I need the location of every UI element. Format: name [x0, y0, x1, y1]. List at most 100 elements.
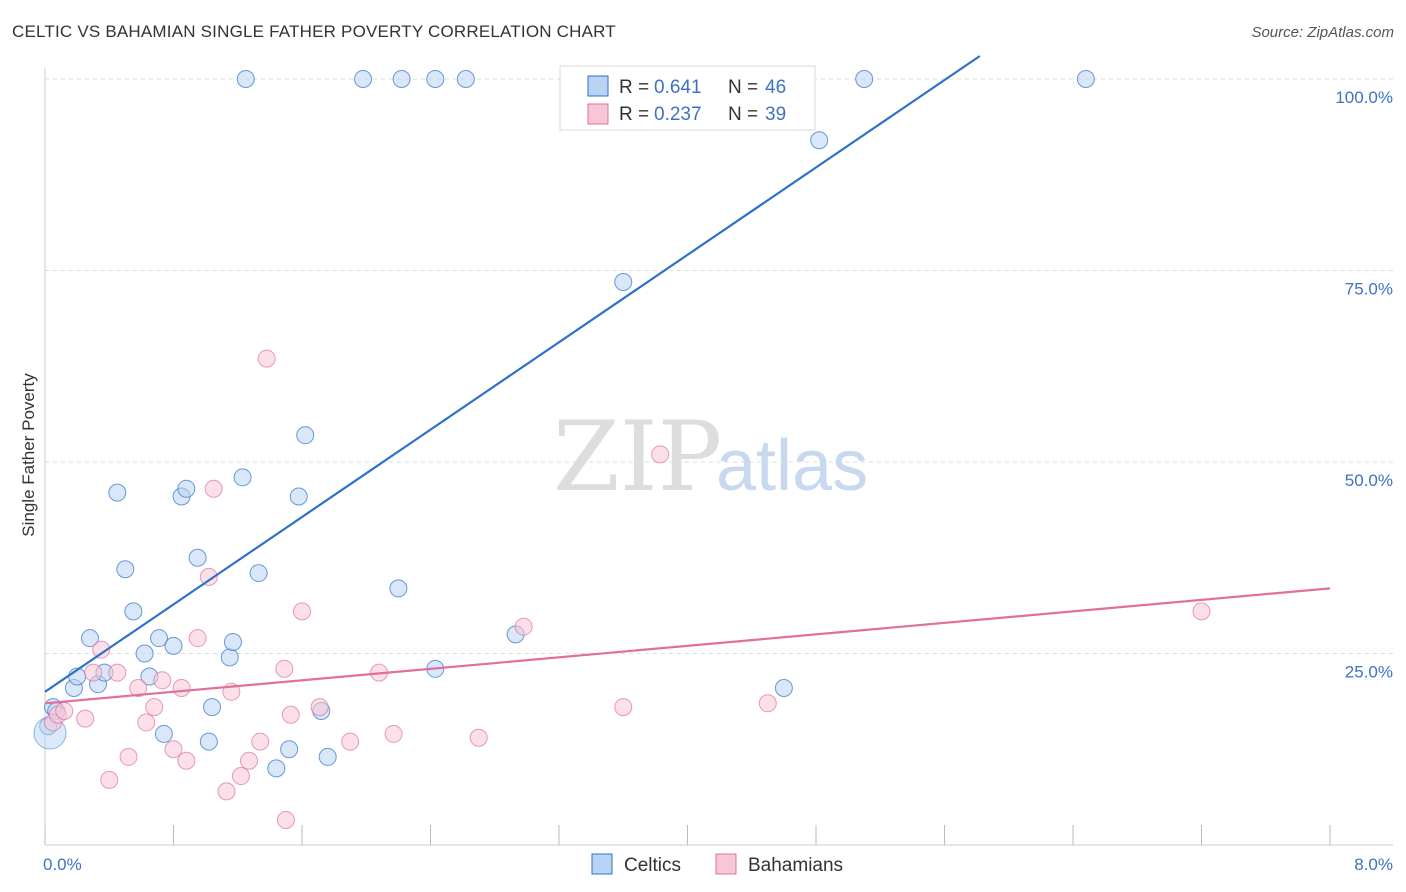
celtics-point-8 — [108, 483, 127, 502]
legend: R = 0.641 N = 46 R = 0.237 N = 39 — [559, 65, 816, 131]
celtics-point-38 — [354, 70, 373, 88]
bahamians-point-12 — [164, 740, 183, 759]
bahamians-point-5 — [92, 640, 111, 659]
y-tick-label-2: 75.0% — [1345, 280, 1393, 299]
celtics-point-23 — [233, 468, 252, 487]
bahamians-points — [44, 349, 1211, 829]
bahamians-point-28 — [341, 732, 360, 751]
bahamians-point-13 — [172, 678, 191, 697]
bahamians-point-21 — [239, 751, 258, 770]
bahamians-point-36 — [1192, 602, 1211, 621]
bahamians-point-32 — [514, 617, 533, 636]
celtics-point-25 — [267, 759, 286, 778]
bahamians-point-3 — [76, 709, 95, 728]
celtics-point-10 — [124, 602, 143, 621]
celtics-point-5 — [80, 629, 99, 648]
x-tick-labels: 0.0% 8.0% — [43, 855, 1393, 874]
chart-title: CELTIC VS BAHAMIAN SINGLE FATHER POVERTY… — [12, 22, 616, 41]
celtics-point-20 — [203, 698, 222, 717]
bahamians-point-23 — [257, 349, 276, 368]
celtics-point-30 — [318, 747, 337, 766]
bahamians-point-22 — [251, 732, 270, 751]
x-tick-label-0: 0.0% — [43, 855, 82, 874]
legend-celtics-swatch — [587, 75, 609, 97]
celtics-point-28 — [296, 426, 315, 445]
y-axis-title: Single Father Poverty — [19, 373, 38, 537]
celtics-point-41 — [456, 70, 475, 88]
legend-bahamians-n-value: 39 — [765, 104, 786, 125]
bahamians-point-7 — [119, 747, 138, 766]
celtics-point-21 — [220, 648, 239, 667]
gridlines — [45, 78, 1393, 654]
celtics-point-13 — [150, 629, 169, 648]
bahamians-point-17 — [204, 479, 223, 498]
legend-celtics-r-value: 0.641 — [654, 77, 702, 98]
bahamians-point-31 — [469, 728, 488, 747]
watermark-atlas: atlas — [716, 426, 868, 506]
celtics-point-36 — [810, 131, 829, 150]
celtics-point-44 — [855, 70, 874, 88]
celtics-point-11 — [135, 644, 154, 663]
celtics-point-37 — [236, 70, 255, 88]
bahamians-point-14 — [177, 751, 196, 770]
celtics-point-26 — [280, 740, 299, 759]
bottom-legend-bahamians-swatch — [715, 853, 737, 875]
bahamians-point-20 — [231, 767, 250, 786]
bahamians-point-18 — [217, 782, 236, 801]
bottom-legend-bahamians-label: Bahamians — [748, 855, 843, 876]
celtics-point-22 — [223, 633, 242, 652]
legend-celtics-n-value: 46 — [765, 77, 786, 98]
y-tick-label-1: 50.0% — [1345, 471, 1393, 490]
x-tick-label-1: 8.0% — [1354, 855, 1393, 874]
bahamians-point-33 — [614, 698, 633, 717]
bahamians-point-37 — [100, 770, 119, 789]
bahamians-point-25 — [281, 705, 300, 724]
celtics-point-45 — [1076, 70, 1095, 88]
y-tick-label-0: 25.0% — [1345, 663, 1393, 682]
bahamians-point-4 — [84, 663, 103, 682]
bottom-legend: Celtics Bahamians — [591, 853, 843, 876]
bottom-legend-celtics-label: Celtics — [624, 855, 681, 876]
celtics-point-17 — [177, 479, 196, 498]
bahamians-point-24 — [275, 659, 294, 678]
legend-bahamians-r-label: R = — [619, 104, 649, 125]
y-tick-labels: 25.0% 50.0% 75.0% 100.0% — [1335, 88, 1393, 682]
celtics-point-9 — [116, 560, 135, 579]
watermark-zip: ZIP — [553, 401, 722, 513]
source-label: Source: ZipAtlas.com — [1251, 24, 1394, 41]
celtics-point-27 — [289, 487, 308, 506]
bahamians-point-6 — [108, 663, 127, 682]
legend-bahamians-n-label: N = — [728, 104, 758, 125]
bahamians-point-34 — [651, 445, 670, 464]
celtics-point-24 — [249, 564, 268, 583]
celtics-point-15 — [164, 636, 183, 655]
bottom-legend-celtics-swatch — [591, 853, 613, 875]
bahamians-point-8 — [129, 678, 148, 697]
legend-celtics-r-label: R = — [619, 77, 649, 98]
legend-celtics-n-label: N = — [728, 77, 758, 98]
trend-lines — [44, 55, 1331, 705]
bahamians-point-2 — [55, 701, 74, 720]
y-tick-label-3: 100.0% — [1335, 88, 1393, 107]
bahamians-point-38 — [276, 811, 295, 829]
axes — [44, 68, 1393, 846]
bahamians-point-10 — [145, 698, 164, 717]
bahamians-point-30 — [384, 724, 403, 743]
bahamians-point-27 — [310, 698, 329, 717]
legend-bahamians-swatch — [587, 103, 609, 125]
bahamians-point-15 — [188, 629, 207, 648]
bahamians-point-9 — [137, 713, 156, 732]
celtics-trend-line — [44, 55, 981, 693]
celtics-point-39 — [392, 70, 411, 88]
bahamians-point-16 — [199, 567, 218, 586]
bahamians-trend-line — [44, 587, 1331, 705]
celtics-point-31 — [389, 579, 408, 598]
celtics-point-18 — [188, 548, 207, 567]
celtics-point-14 — [154, 724, 173, 743]
bahamians-point-11 — [153, 671, 172, 690]
bahamians-point-35 — [758, 694, 777, 713]
legend-bahamians-r-value: 0.237 — [654, 104, 702, 125]
celtics-point-35 — [774, 678, 793, 697]
celtics-point-19 — [199, 732, 218, 751]
